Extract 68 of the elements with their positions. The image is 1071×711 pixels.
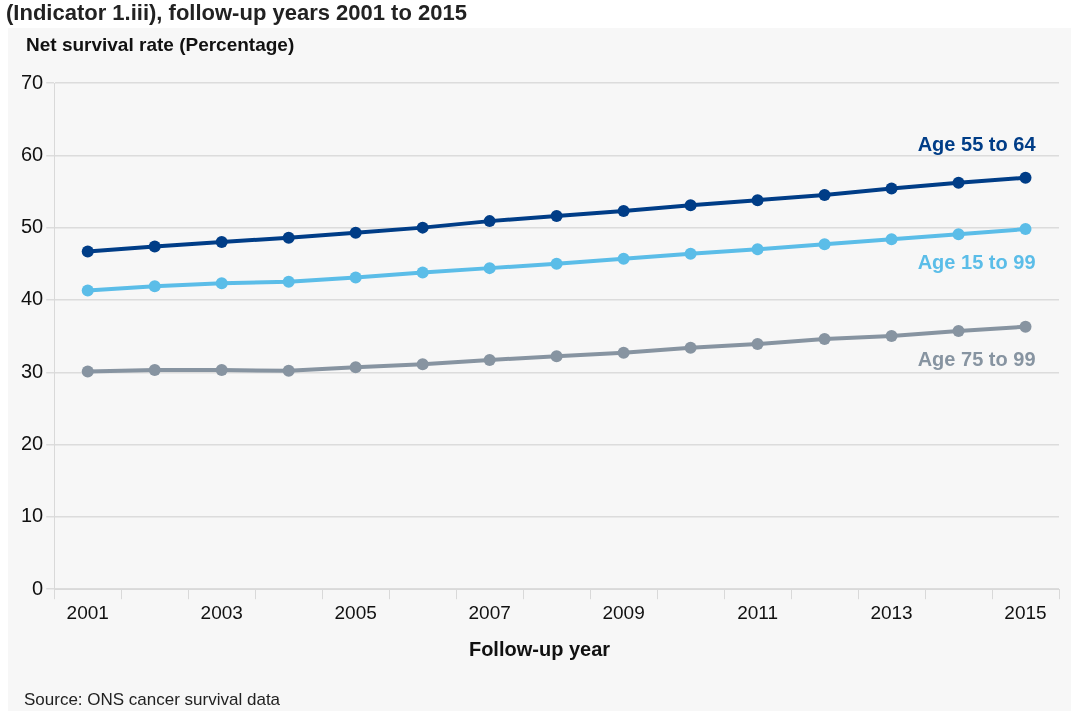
x-tick-label: 2011 <box>737 601 778 623</box>
y-tick-label: 10 <box>21 504 44 527</box>
point <box>1019 320 1032 333</box>
point <box>81 245 94 258</box>
chart-title: (Indicator 1.iii), follow-up years 2001 to 2015 <box>6 0 467 26</box>
point <box>751 243 764 256</box>
point <box>349 361 362 374</box>
point <box>215 236 228 249</box>
x-tick-label: 2009 <box>602 601 645 623</box>
y-axis-title: Net survival rate (Percentage) <box>26 34 295 56</box>
point <box>617 252 630 265</box>
y-tick-label: 30 <box>21 359 44 382</box>
y-tick-label: 20 <box>21 432 44 455</box>
point <box>818 189 831 202</box>
y-tick-label: 70 <box>21 70 44 93</box>
series-label: Age 15 to 99 <box>917 250 1036 273</box>
point <box>483 353 496 366</box>
point <box>952 325 965 338</box>
series-label: Age 55 to 64 <box>917 133 1037 156</box>
y-tick-label: 0 <box>32 576 44 599</box>
point <box>818 238 831 251</box>
point <box>349 271 362 284</box>
point <box>148 280 161 293</box>
point <box>215 364 228 377</box>
point <box>483 215 496 228</box>
point <box>282 231 295 244</box>
x-tick-label: 2005 <box>334 601 377 623</box>
point <box>617 205 630 217</box>
y-tick-label: 60 <box>21 142 44 165</box>
point <box>416 266 429 279</box>
point <box>684 341 697 354</box>
point <box>885 182 898 195</box>
point <box>550 350 563 363</box>
x-tick-label: 2015 <box>1004 601 1047 623</box>
point <box>483 262 496 275</box>
point <box>550 210 563 223</box>
point <box>684 199 697 212</box>
x-tick-label: 2007 <box>468 601 511 623</box>
point <box>751 338 764 351</box>
point <box>148 364 161 377</box>
x-tick-label: 2013 <box>870 601 913 623</box>
x-tick-label: 2001 <box>66 601 109 623</box>
point <box>818 332 831 345</box>
series-label: Age 75 to 99 <box>917 348 1036 371</box>
point <box>684 247 697 260</box>
source-note: Source: ONS cancer survival data <box>24 690 281 710</box>
point <box>1019 171 1032 184</box>
point <box>81 284 94 297</box>
y-tick-label: 50 <box>21 215 44 238</box>
point <box>215 277 228 290</box>
point <box>751 194 764 207</box>
point <box>1019 223 1032 236</box>
x-axis-title: Follow-up year <box>467 638 612 661</box>
point <box>617 346 630 359</box>
point <box>148 240 161 253</box>
point <box>81 365 94 378</box>
point <box>952 176 965 189</box>
point <box>349 226 362 239</box>
x-tick-label: 2003 <box>200 601 243 623</box>
point <box>885 330 898 343</box>
point <box>416 358 429 371</box>
y-tick-label: 40 <box>21 287 44 310</box>
point <box>550 257 563 270</box>
point <box>416 221 429 234</box>
point <box>952 228 965 241</box>
point <box>282 275 295 288</box>
point <box>282 364 295 377</box>
point <box>885 233 898 246</box>
